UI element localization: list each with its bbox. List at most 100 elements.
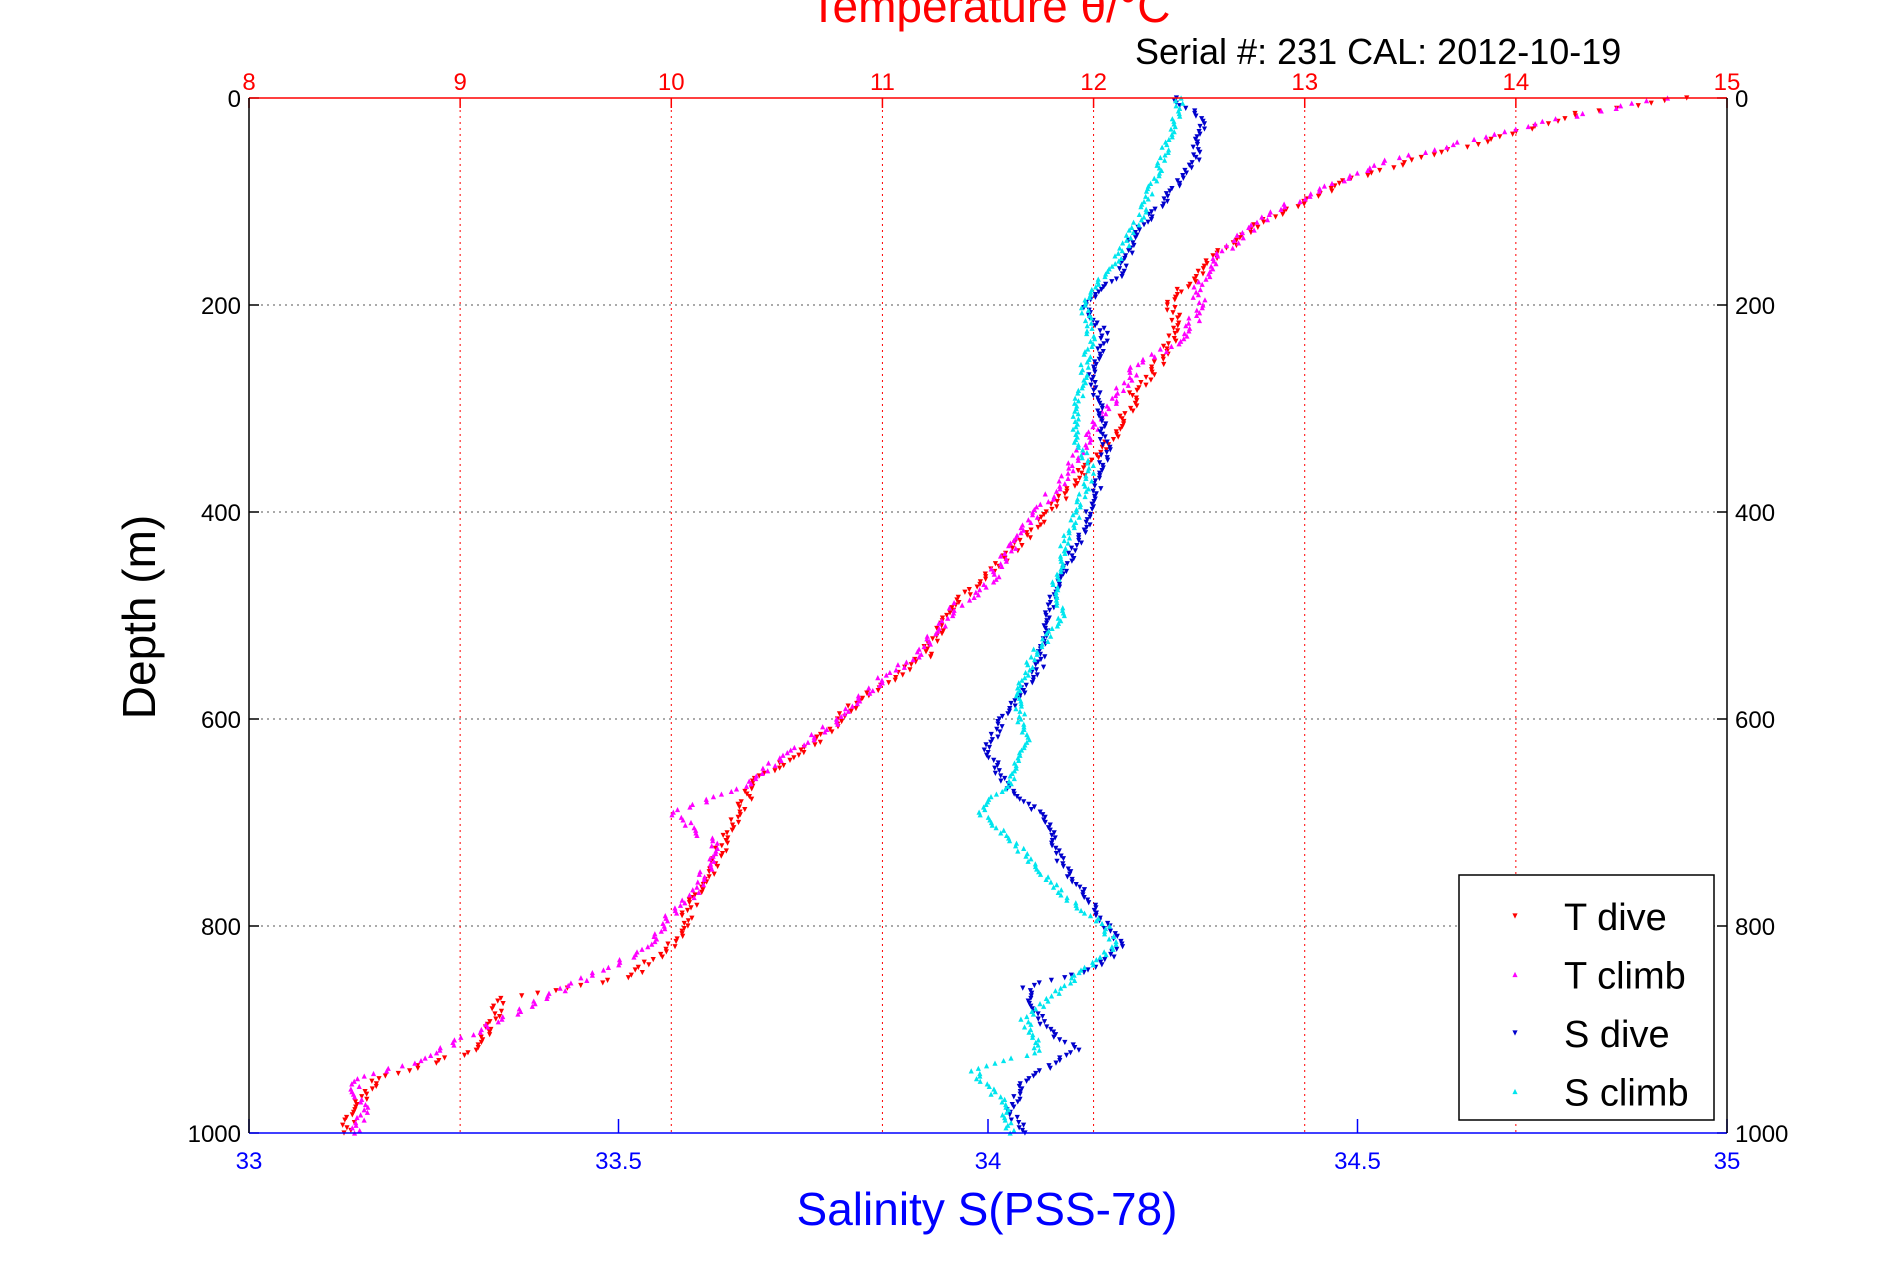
data-point — [784, 750, 790, 756]
data-point — [485, 1024, 491, 1030]
data-point — [1009, 545, 1016, 551]
data-point — [1097, 328, 1103, 334]
data-point — [977, 1073, 983, 1079]
data-point — [691, 894, 697, 901]
data-point — [822, 729, 828, 735]
data-point — [1280, 211, 1286, 218]
data-point — [1047, 1065, 1053, 1071]
data-point — [639, 969, 645, 976]
data-point — [1076, 491, 1082, 497]
data-point — [1055, 615, 1061, 621]
data-point — [342, 1117, 348, 1123]
data-point — [693, 827, 699, 833]
data-point — [1123, 263, 1129, 269]
data-point — [1072, 408, 1078, 414]
data-point — [1044, 1024, 1050, 1030]
data-point — [669, 812, 675, 818]
data-point — [983, 801, 989, 807]
data-point — [1028, 806, 1034, 813]
data-point — [808, 731, 815, 738]
data-point — [562, 988, 568, 994]
data-point — [967, 597, 973, 603]
data-point — [1048, 977, 1054, 983]
data-point — [1143, 193, 1149, 199]
data-point — [1163, 348, 1170, 355]
data-point — [995, 721, 1001, 727]
data-point — [1083, 488, 1089, 494]
data-point — [1089, 325, 1095, 331]
data-point — [1188, 165, 1195, 171]
data-point — [1069, 975, 1075, 981]
data-point — [1008, 1055, 1014, 1061]
data-point — [1090, 470, 1097, 476]
data-point — [1102, 928, 1108, 934]
data-point — [1444, 144, 1450, 150]
data-point — [498, 1008, 505, 1014]
data-point — [997, 553, 1004, 559]
data-point — [1127, 374, 1133, 381]
y-tick-label: 200 — [201, 293, 241, 320]
data-point — [995, 734, 1001, 740]
data-point — [1297, 198, 1303, 205]
data-point — [1022, 711, 1028, 717]
data-point — [1062, 550, 1068, 556]
data-point — [1057, 486, 1063, 492]
data-point — [1166, 136, 1172, 142]
y-tick-label: 800 — [201, 914, 241, 941]
data-point — [1143, 206, 1149, 212]
data-point — [1050, 581, 1056, 588]
data-point — [1078, 369, 1084, 375]
data-point — [1231, 237, 1237, 243]
data-point — [1075, 411, 1081, 417]
data-point — [1156, 165, 1162, 171]
data-point — [998, 830, 1004, 836]
data-point — [990, 579, 997, 585]
data-point — [988, 794, 994, 800]
data-point — [1002, 786, 1009, 792]
data-point — [780, 752, 786, 758]
data-point — [1075, 468, 1081, 474]
data-point — [1060, 563, 1066, 569]
legend-label: S climb — [1564, 1073, 1689, 1115]
data-point — [369, 1078, 375, 1084]
data-point — [981, 747, 987, 753]
data-point — [1063, 1052, 1070, 1058]
data-point — [1140, 359, 1146, 365]
data-point — [1026, 1029, 1032, 1035]
data-point — [1040, 664, 1047, 670]
data-point — [1030, 1032, 1036, 1038]
data-point — [1077, 475, 1083, 481]
data-point — [1081, 894, 1087, 901]
data-point — [1053, 850, 1059, 857]
x-sal-tick-label: 35 — [1714, 1148, 1741, 1175]
data-point — [1021, 744, 1027, 751]
data-point — [700, 882, 707, 888]
data-point — [1110, 436, 1117, 443]
data-point — [1039, 643, 1045, 650]
data-point — [1143, 188, 1150, 194]
data-point — [1169, 131, 1175, 137]
data-point — [787, 757, 793, 763]
data-point — [1031, 982, 1037, 989]
data-point — [1196, 317, 1203, 324]
data-point — [996, 574, 1002, 580]
data-point — [1028, 654, 1034, 660]
data-point — [1003, 832, 1010, 839]
data-point — [887, 669, 893, 676]
data-point — [914, 649, 921, 655]
data-point — [893, 667, 899, 673]
data-point — [1173, 103, 1179, 109]
legend-marker — [1512, 1088, 1518, 1095]
data-point — [1143, 374, 1149, 381]
data-point — [1135, 361, 1141, 368]
data-point — [1171, 129, 1177, 135]
data-point — [1012, 698, 1018, 704]
data-point — [1365, 173, 1371, 179]
data-point — [1138, 217, 1145, 223]
data-point — [672, 905, 678, 911]
data-point — [1093, 918, 1099, 924]
data-point — [1098, 486, 1104, 492]
data-point — [1464, 144, 1471, 150]
data-point — [1032, 861, 1038, 867]
data-point — [842, 711, 848, 717]
